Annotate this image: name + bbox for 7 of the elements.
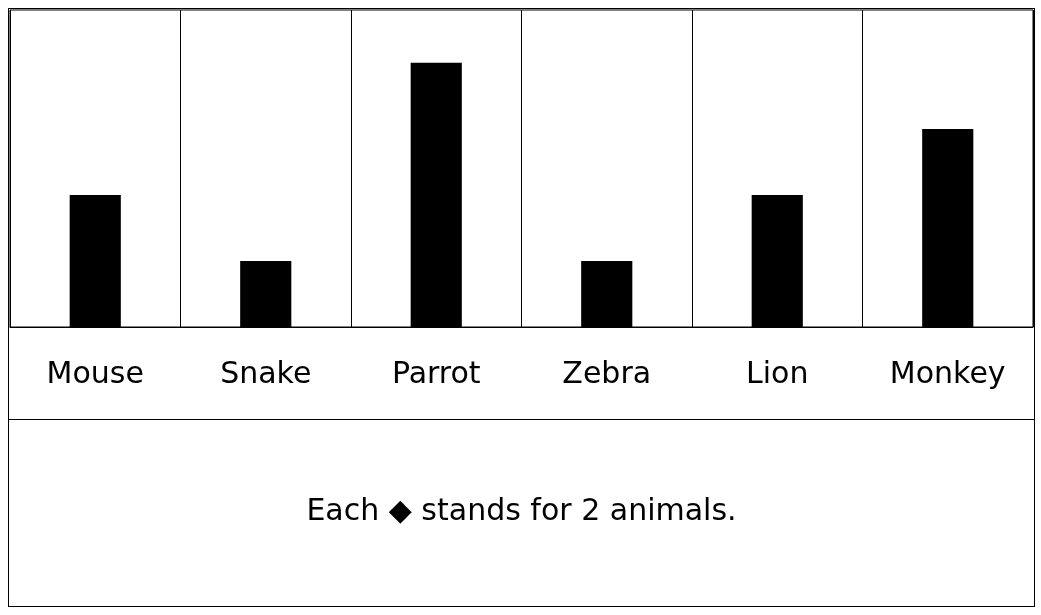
x-tick-label: Lion — [746, 354, 809, 390]
x-tick-label: Mouse — [46, 354, 144, 390]
x-tick-label: Snake — [220, 354, 312, 390]
text: Each ◆ stands for 2 animals. — [306, 491, 737, 527]
x-tick-label: Monkey — [889, 354, 1006, 390]
x-tick-label: Zebra — [562, 354, 652, 390]
x-tick-label: Parrot — [391, 354, 481, 390]
